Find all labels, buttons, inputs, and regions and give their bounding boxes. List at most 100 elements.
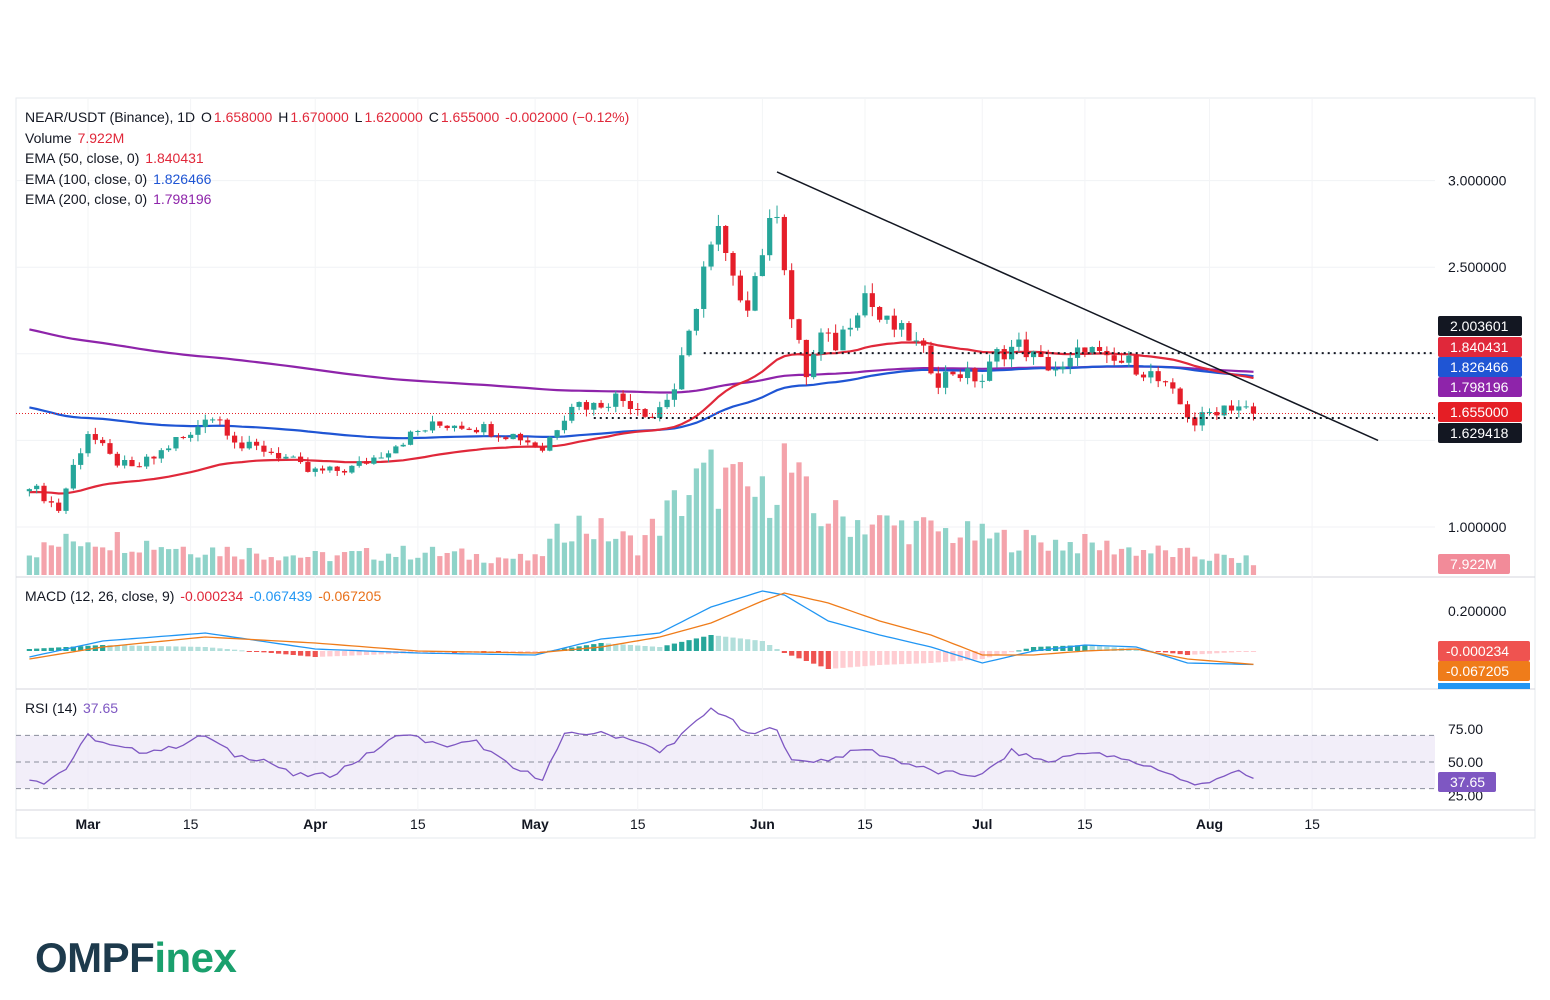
macd-hist-bar — [730, 637, 736, 651]
macd-hist-bar — [1074, 645, 1081, 651]
macd-hist-bar — [1023, 648, 1029, 651]
volume-bar — [855, 520, 861, 575]
volume-bar — [906, 544, 912, 575]
candle-body — [1148, 371, 1154, 378]
candle-body — [759, 255, 765, 277]
candle-body — [312, 468, 318, 472]
candle-body — [686, 330, 692, 356]
macd-hist-bar — [723, 636, 729, 651]
volume-bar — [100, 547, 106, 575]
volume-bar — [312, 551, 318, 575]
volume-bar — [290, 555, 296, 575]
volume-bar — [664, 500, 670, 575]
volume-bar — [840, 516, 846, 575]
macd-line — [29, 590, 1254, 666]
volume-bar — [136, 552, 142, 575]
volume-bar — [393, 556, 399, 575]
candle-body — [407, 431, 414, 445]
macd-hist-bar — [818, 651, 824, 667]
volume-bar — [1074, 553, 1081, 575]
macd-hist-bar — [144, 645, 150, 651]
volume-bar — [561, 542, 568, 575]
volume-bar — [510, 558, 516, 575]
macd-hist-bar — [664, 645, 670, 651]
volume-bar — [48, 545, 54, 575]
volume-bar — [1140, 550, 1147, 575]
macd-hist-bar — [811, 651, 817, 664]
time-tick-label: Apr — [303, 816, 328, 832]
macd-hist-bar — [188, 646, 194, 651]
candle-body — [363, 461, 370, 464]
volume-bar — [1008, 552, 1015, 575]
volume-bar — [1236, 562, 1242, 575]
volume-bar — [862, 534, 868, 575]
volume-bar — [268, 557, 274, 575]
candle-body — [166, 448, 172, 451]
volume-bar — [613, 538, 619, 575]
candle-body — [26, 489, 32, 492]
volume-bar — [1067, 542, 1073, 575]
candle-body — [1023, 339, 1029, 358]
macd-hist-bar — [1243, 651, 1249, 652]
candle-body — [539, 447, 546, 451]
macd-hist-bar — [1206, 651, 1213, 654]
volume-bar — [1184, 547, 1191, 575]
candle-body — [173, 437, 179, 449]
candle-body — [1001, 349, 1007, 360]
volume-bar — [789, 472, 795, 575]
ema100-legend: EMA (100, close, 0) 1.826466 — [25, 171, 212, 187]
candle-body — [327, 466, 333, 471]
candle-body — [1170, 382, 1176, 389]
volume-bar — [451, 551, 458, 575]
volume-bar — [1148, 553, 1154, 575]
candle-body — [855, 315, 861, 328]
volume-bar — [921, 517, 927, 575]
macd-hist-bar — [283, 651, 289, 655]
candle-body — [598, 402, 604, 408]
candle-body — [422, 430, 428, 432]
candle-body — [671, 389, 677, 400]
macd-hist-bar — [180, 646, 186, 651]
macd-hist-bar — [642, 646, 648, 651]
candle-body — [627, 401, 634, 409]
volume-bar — [327, 561, 333, 575]
volume-bar — [979, 523, 985, 575]
candle-body — [525, 440, 531, 443]
volume-bar — [1243, 555, 1249, 575]
candle-body — [114, 453, 120, 466]
macd-hist-bar — [129, 645, 135, 651]
candle-body — [1052, 369, 1059, 371]
candle-body — [34, 485, 40, 490]
volume-bar — [78, 546, 84, 575]
macd-hist-bar — [1162, 651, 1169, 653]
volume-bar — [525, 560, 531, 575]
volume-bar — [884, 515, 890, 575]
volume-bar — [1052, 539, 1059, 575]
candle-body — [1199, 412, 1205, 426]
volume-bar — [56, 546, 62, 575]
macd-hist-bar — [1214, 651, 1220, 654]
candle-body — [1177, 388, 1183, 405]
close-value: 1.655000 — [440, 109, 500, 125]
candle-body — [1096, 347, 1103, 351]
macd-hist-bar — [627, 645, 634, 651]
volume-bar — [752, 496, 758, 575]
candle-body — [481, 424, 487, 433]
volume-bar — [305, 556, 311, 575]
macd-signal-value: -0.067205 — [318, 588, 382, 604]
macd-hist-bar — [671, 643, 677, 651]
candle-body — [935, 373, 941, 388]
candle-body — [122, 459, 128, 466]
volume-bar — [1038, 542, 1044, 575]
volume-bar — [620, 531, 626, 575]
macd-legend: MACD (12, 26, close, 9) -0.000234 -0.067… — [25, 588, 382, 604]
macd-hist-bar — [210, 647, 216, 651]
rsi-tag-bg — [1438, 772, 1496, 792]
candle-body — [591, 402, 597, 410]
candle-body — [723, 225, 729, 253]
candle-body — [210, 419, 216, 421]
candle-body — [1060, 366, 1066, 370]
macd-hist-bar — [1104, 646, 1110, 651]
candle-body — [1250, 406, 1257, 414]
